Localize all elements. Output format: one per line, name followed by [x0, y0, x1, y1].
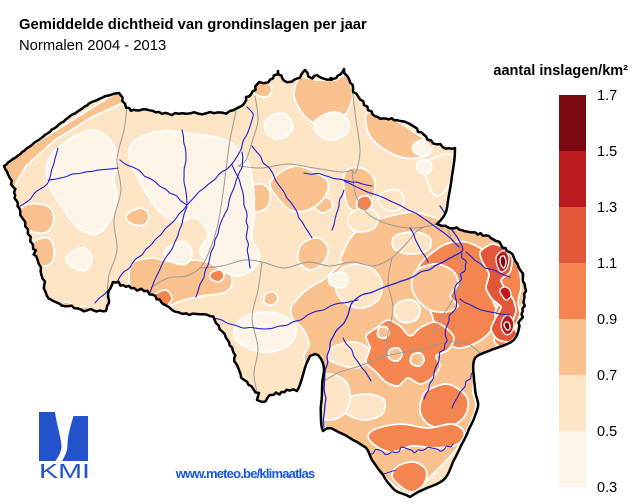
svg-text:1.7: 1.7 — [597, 88, 617, 104]
svg-text:0.9: 0.9 — [597, 312, 617, 328]
svg-text:1.5: 1.5 — [597, 144, 617, 160]
svg-text:Normalen 2004 - 2013: Normalen 2004 - 2013 — [19, 38, 166, 54]
svg-text:www.meteo.be/klimaatlas: www.meteo.be/klimaatlas — [175, 466, 315, 481]
svg-text:0.5: 0.5 — [597, 424, 617, 440]
svg-text:KMI: KMI — [39, 460, 90, 483]
svg-text:Gemiddelde dichtheid van grond: Gemiddelde dichtheid van grondinslagen p… — [19, 17, 367, 33]
svg-text:0.7: 0.7 — [597, 368, 617, 384]
svg-text:aantal inslagen/km²: aantal inslagen/km² — [493, 63, 628, 79]
svg-text:1.1: 1.1 — [597, 256, 617, 272]
svg-text:1.3: 1.3 — [597, 200, 617, 216]
svg-text:0.3: 0.3 — [597, 480, 617, 496]
